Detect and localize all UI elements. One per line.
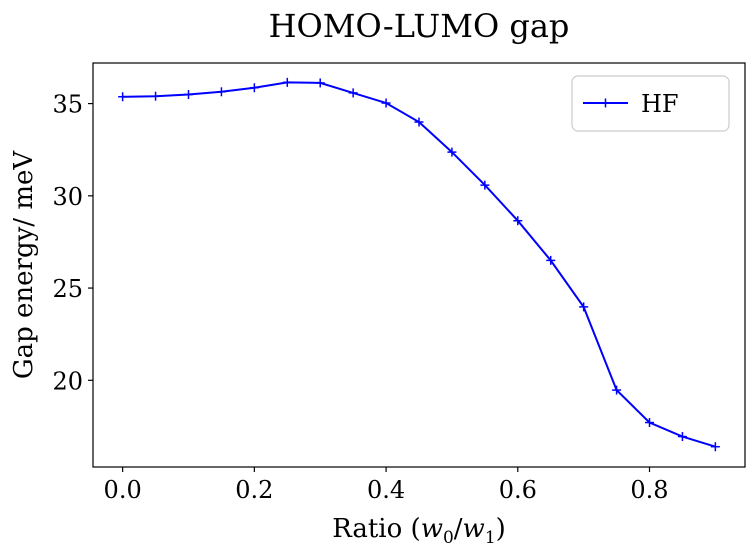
data-point [612,385,622,395]
data-point [546,255,556,265]
legend-marker-hf [601,98,610,108]
data-point [513,216,523,226]
x-tick-label: 0.6 [499,476,537,504]
data-point [381,98,391,108]
data-point [282,77,292,87]
data-point [118,92,128,102]
y-tick-label: 25 [52,275,83,303]
data-point [348,88,358,98]
y-axis: 20 25 30 35 [52,91,93,395]
x-tick-label: 0.8 [630,476,668,504]
y-tick-label: 20 [52,367,83,395]
y-tick-label: 35 [52,91,83,119]
plot-frame [92,62,746,468]
plot-area: 0.0 0.2 0.4 0.6 0.8 20 25 30 35 [52,62,746,504]
data-point [151,91,161,101]
series-line-hf [122,81,716,448]
data-point [216,87,226,97]
legend-box [571,75,730,132]
x-tick-label: 0.0 [104,476,142,504]
x-tick-label: 0.2 [235,476,273,504]
series-layer [118,77,720,452]
y-axis-label: Gap energy/ meV [9,150,39,380]
data-point [480,180,490,190]
data-point [315,78,325,88]
data-point [710,442,720,452]
legend: HF [571,75,730,132]
data-point [677,432,687,442]
data-point [183,90,193,100]
data-point [579,302,589,312]
data-point [645,418,655,428]
chart-title: HOMO-LUMO gap [269,7,570,45]
y-tick-label: 30 [52,183,83,211]
x-axis-label: Ratio (w0/w1) [332,514,506,548]
data-point [414,117,424,127]
data-point [249,83,259,93]
x-tick-label: 0.4 [367,476,405,504]
x-axis: 0.0 0.2 0.4 0.6 0.8 [104,467,669,504]
x-axis-label-prefix: Ratio ( [332,514,421,544]
legend-label-hf: HF [641,90,679,118]
data-point [447,147,457,157]
